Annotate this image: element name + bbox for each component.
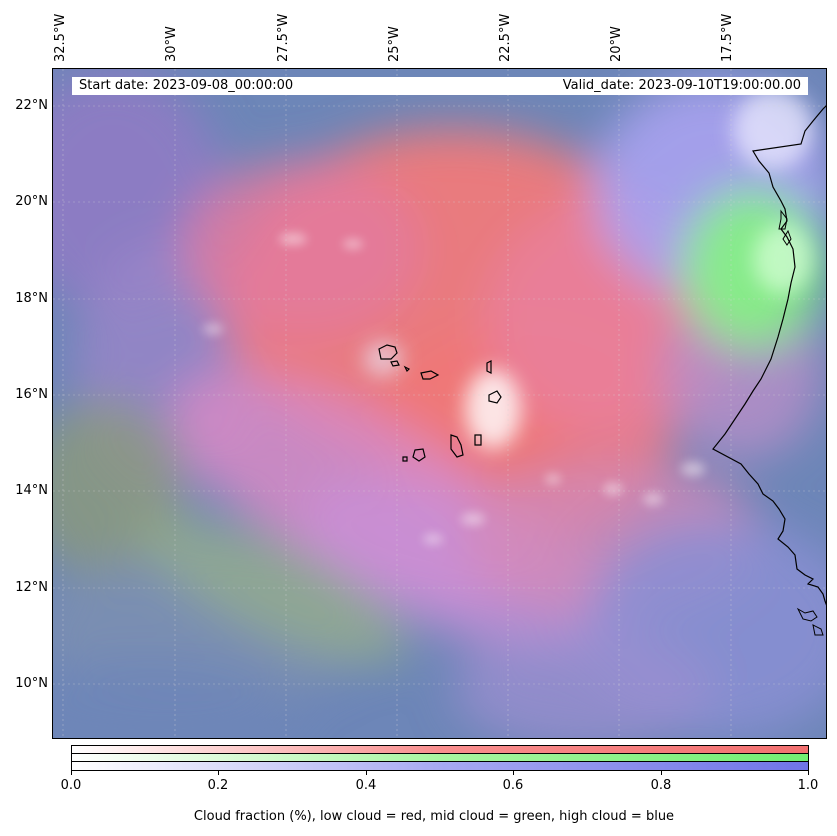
coastline-africa — [712, 105, 826, 606]
cloud-fraction-map — [52, 68, 827, 739]
lon-label-30w: 30°W — [164, 26, 179, 62]
lon-label-32-5w: 32.5°W — [53, 13, 68, 62]
lon-label-25w: 25°W — [387, 26, 402, 62]
graticule — [53, 69, 826, 738]
colorbar-low-cloud-red — [72, 746, 808, 754]
colorbar-mid-cloud-green — [72, 754, 808, 762]
colorbar-tick-label-4: 0.8 — [650, 778, 672, 793]
island-brava — [402, 456, 408, 462]
island-sao-nicolau — [420, 370, 440, 380]
lon-label-20w: 20°W — [609, 26, 624, 62]
lon-label-17-5w: 17.5°W — [720, 13, 735, 62]
colorbar — [71, 745, 809, 771]
island-fogo — [412, 448, 426, 462]
island-santa-luzia — [403, 365, 411, 373]
lat-label-12n: 12°N — [15, 580, 48, 595]
lat-label-16n: 16°N — [15, 387, 48, 402]
coastline-guinea-bissau-islands — [796, 607, 824, 636]
lon-label-27-5w: 27.5°W — [276, 13, 291, 62]
lon-label-22-5w: 22.5°W — [498, 13, 513, 62]
lat-label-14n: 14°N — [15, 483, 48, 498]
date-bar: Start date: 2023-09-08_00:00:00 Valid_da… — [72, 77, 808, 95]
colorbar-tick-label-2: 0.4 — [355, 778, 377, 793]
island-sao-vicente — [390, 360, 400, 367]
cloud-highlights — [363, 89, 813, 449]
island-santiago — [450, 434, 464, 458]
colorbar-tick-label-0: 0.0 — [60, 778, 82, 793]
map-canvas — [53, 69, 826, 738]
island-boa-vista — [488, 390, 502, 404]
colorbar-high-cloud-blue — [72, 762, 808, 770]
island-maio — [474, 434, 482, 446]
start-date-label: Start date: 2023-09-08_00:00:00 — [79, 78, 294, 93]
colorbar-tick-2 — [366, 771, 367, 775]
valid-date-label: Valid_date: 2023-09-10T19:00:00.00 — [562, 78, 801, 93]
colorbar-tick-label-5: 1.0 — [797, 778, 819, 793]
cloud-field — [53, 69, 826, 738]
colorbar-tick-label-1: 0.2 — [207, 778, 229, 793]
lat-label-18n: 18°N — [15, 291, 48, 306]
lat-label-22n: 22°N — [15, 98, 48, 113]
lat-label-10n: 10°N — [15, 676, 48, 691]
island-santo-antao — [378, 344, 398, 360]
colorbar-tick-1 — [218, 771, 219, 775]
colorbar-tick-label-3: 0.6 — [502, 778, 524, 793]
colorbar-tick-5 — [808, 771, 809, 775]
colorbar-tick-3 — [513, 771, 514, 775]
colorbar-tick-0 — [71, 771, 72, 775]
colorbar-caption: Cloud fraction (%), low cloud = red, mid… — [193, 809, 675, 824]
cloud-texture — [203, 233, 705, 544]
colorbar-tick-4 — [661, 771, 662, 775]
lat-label-20n: 20°N — [15, 194, 48, 209]
cape-verde-islands — [378, 344, 502, 462]
island-sal — [486, 360, 492, 374]
coastline-senegal-detail — [778, 209, 792, 246]
